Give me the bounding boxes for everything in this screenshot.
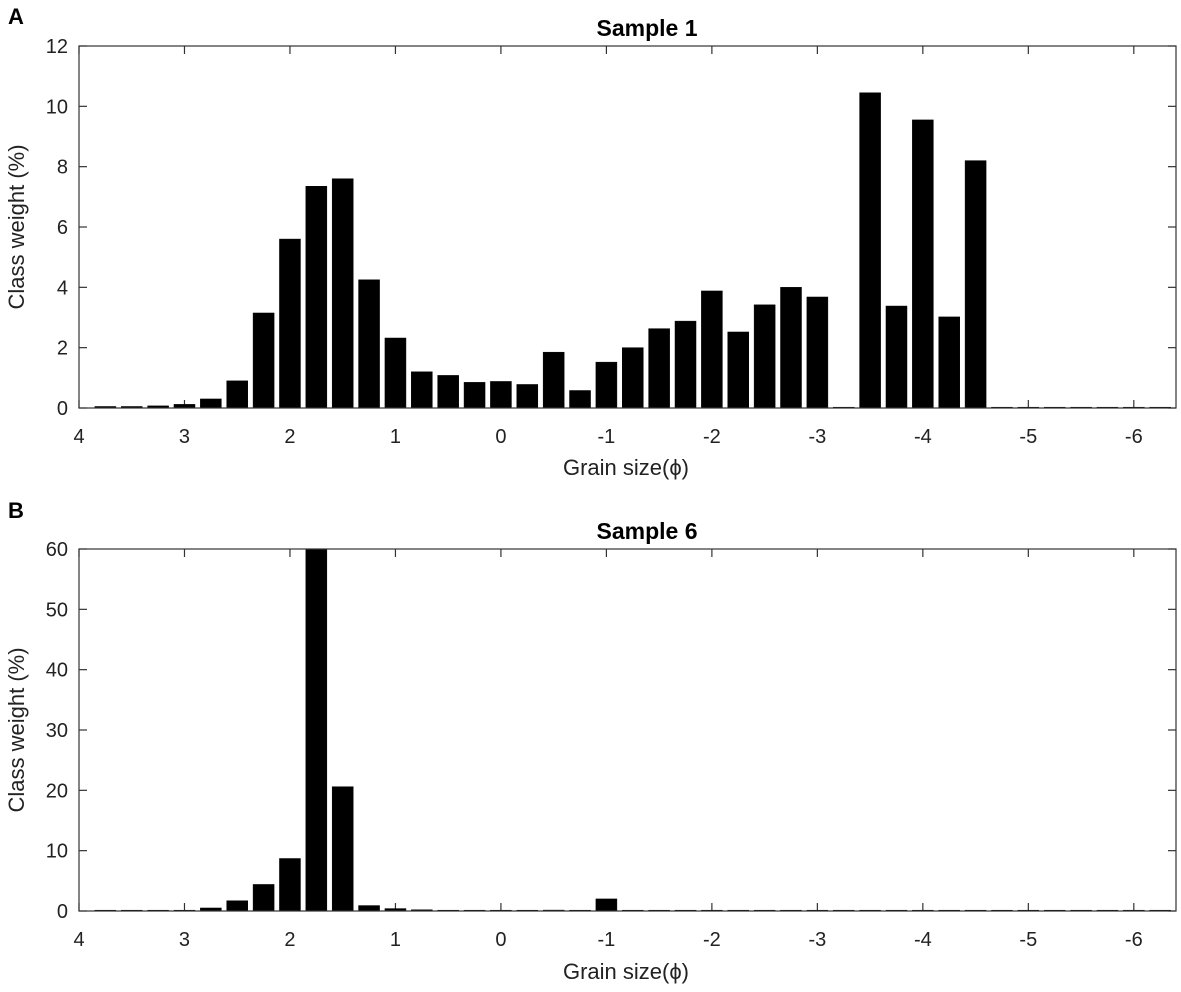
panel-a-bar: [622, 347, 644, 409]
panel-b-y-tick-label: 20: [46, 780, 68, 802]
panel-a-bar: [463, 382, 486, 409]
panel-a-bar: [648, 328, 670, 409]
panel-a-bar: [806, 296, 829, 409]
panel-a-bar: [912, 119, 934, 409]
panel-b-bar: [252, 884, 275, 912]
panel-a-bar: [595, 361, 618, 409]
panel-b-x-tick-label: 0: [495, 929, 506, 951]
panel-a-x-tick-label: -2: [703, 426, 721, 448]
panel-b-axes-frame: [78, 548, 1177, 912]
panel-b-y-tick-label: 0: [57, 901, 68, 923]
panel-b-x-tick-label: -3: [808, 929, 826, 951]
panel-a-x-tick-label: 2: [284, 426, 295, 448]
panel-a-bar: [569, 390, 591, 409]
panel-a-bar: [358, 279, 380, 409]
panel-a-bar: [780, 287, 802, 409]
panel-b-x-tick-label: -4: [914, 929, 932, 951]
panel-b-x-tick-label: -6: [1125, 929, 1143, 951]
panel-a-bar: [490, 381, 512, 409]
panel-b-y-tick-label: 50: [46, 599, 68, 621]
panel-a-bar: [938, 316, 960, 409]
panel-b-y-axis-label: Class weight (%): [4, 647, 29, 812]
panel-b-y-tick-label: 10: [46, 841, 68, 863]
panel-b: B Sample 6 4 3 2 1 0 -1 -2 -3 -4 -5 -6010203040506…: [4, 498, 1177, 984]
panel-b-y-tick-label: 40: [46, 660, 68, 682]
panel-a-bar: [200, 398, 222, 409]
panel-b-y-tick-label: 60: [46, 539, 68, 561]
panel-b-x-tick-label: 2: [284, 929, 295, 951]
panel-a-x-axis-label: Grain size(ϕ): [563, 455, 689, 480]
panel-a-x-tick-label: 4: [73, 426, 84, 448]
panel-a-bars: [94, 92, 1171, 409]
panel-b-bar: [226, 900, 248, 912]
panel-a-y-tick-label: 4: [57, 277, 68, 299]
panel-a-bar: [542, 351, 565, 409]
panel-b-title: Sample 6: [597, 518, 698, 544]
panel-a-y-tick-label: 8: [57, 157, 68, 179]
panel-a-bar: [727, 331, 749, 409]
panel-b-x-tick-label: 3: [179, 929, 190, 951]
panel-b-bar: [331, 786, 354, 912]
panel-a-bar: [331, 178, 354, 409]
panel-a-bar: [226, 380, 248, 409]
panel-b-y-tick-label: 30: [46, 720, 68, 742]
panel-a-x-tick-label: -6: [1125, 426, 1143, 448]
panel-a-x-tick-label: -4: [914, 426, 932, 448]
panel-a-y-tick-label: 12: [46, 36, 68, 58]
panel-a-bar: [674, 320, 697, 409]
panel-b-bar: [595, 898, 618, 912]
panel-a-bar: [384, 337, 407, 409]
panel-a-bar: [252, 312, 275, 409]
panel-b-letter: B: [8, 498, 24, 523]
panel-a-bar: [516, 384, 539, 409]
panel-b-bar: [279, 858, 301, 912]
panel-b-x-tick-label: -5: [1019, 929, 1037, 951]
panel-a-x-tick-label: -1: [598, 426, 616, 448]
panel-a-bar: [859, 92, 881, 409]
panel-a-bar: [964, 160, 987, 409]
panel-b-bars: [94, 548, 1171, 912]
panel-a-bar: [279, 238, 301, 409]
panel-a-y-tick-label: 6: [57, 217, 68, 239]
panel-a-letter: A: [8, 4, 24, 29]
panel-a-y-tick-label: 10: [46, 96, 68, 118]
panel-a-x-tick-label: 3: [179, 426, 190, 448]
panel-b-bar: [358, 905, 380, 912]
panel-a-x-tick-label: 1: [390, 426, 401, 448]
panel-a-axes-frame: [78, 45, 1177, 409]
panel-a-bar: [753, 304, 776, 409]
panel-b-x-tick-label: 1: [390, 929, 401, 951]
panel-a-x-tick-label: -3: [808, 426, 826, 448]
panel-b-x-tick-label: 4: [73, 929, 84, 951]
panel-a-y-tick-label: 2: [57, 338, 68, 360]
panel-a-bar: [305, 186, 328, 409]
panel-a-x-tick-label: -5: [1019, 426, 1037, 448]
panel-a-bar: [411, 371, 433, 409]
panel-a-bar: [437, 375, 459, 409]
panel-b-x-axis-label: Grain size(ϕ): [563, 959, 689, 984]
panel-b-bar: [305, 548, 328, 912]
panel-a-y-axis-label: Class weight (%): [4, 144, 29, 309]
panel-b-x-tick-label: -1: [598, 929, 616, 951]
panel-a-bar: [701, 290, 723, 409]
panel-a-title: Sample 1: [597, 15, 698, 41]
panel-b-x-tick-label: -2: [703, 929, 721, 951]
panel-a-y-tick-label: 0: [57, 398, 68, 420]
panel-a-bar: [885, 305, 908, 409]
panel-a-x-tick-label: 0: [495, 426, 506, 448]
